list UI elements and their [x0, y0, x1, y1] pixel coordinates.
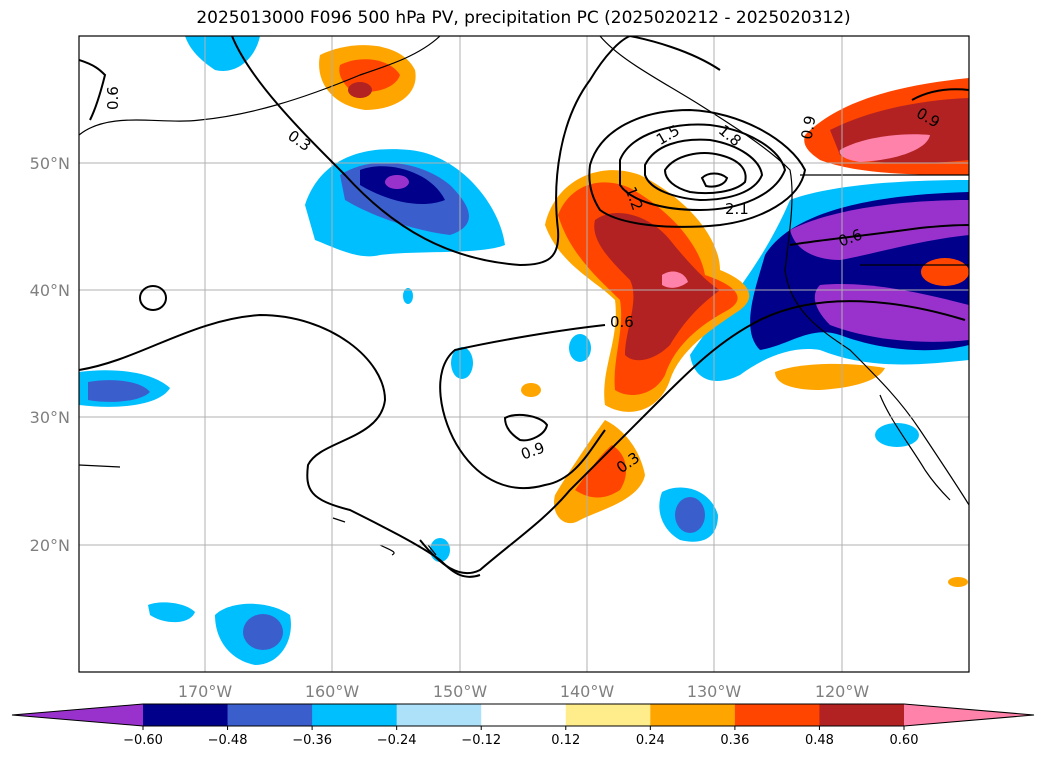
precip-positive-se [921, 258, 969, 286]
precip-positive-south-inner [575, 445, 627, 498]
y-tick-50n: 50°N [30, 154, 70, 173]
precip-positive-ne-peak [839, 134, 930, 162]
colorbar-tick-label: 0.24 [636, 733, 665, 748]
x-tick-130w: 130°W [687, 682, 742, 701]
pv-contour-0.6-inner [439, 324, 606, 490]
pv-contour-2.4 [700, 172, 729, 188]
precip-negative-west-inner [88, 380, 150, 402]
map-content: 0.3 0.3 0.6 0.6 0.6 0.9 0.9 0.9 1.2 1.5 … [79, 36, 969, 672]
precip-positive-main-core [594, 212, 720, 361]
colorbar-tick-label: −0.60 [123, 733, 163, 748]
pv-label-0.6c: 0.6 [104, 86, 122, 110]
colorbar-tick-label: −0.24 [377, 733, 417, 748]
colorbar-tick-label: 0.60 [890, 733, 919, 748]
pv-contours [79, 36, 969, 578]
colorbar-tick-label: 0.48 [805, 733, 834, 748]
pv-contour-0.6 [79, 313, 481, 578]
pv-contour-0.6-north [79, 59, 107, 121]
coastlines [79, 36, 969, 556]
y-tick-labels: 20°N 30°N 40°N 50°N [30, 154, 70, 555]
colorbar: −0.60 −0.48 −0.36 −0.24 −0.12 0.12 0.24 0.36 0.4… [11, 703, 1035, 748]
pv-contour-0.9 [503, 413, 549, 442]
colorbar-segment [650, 704, 736, 726]
precip-negative-sw-core [243, 614, 283, 650]
pv-contour-polar-low [139, 285, 167, 311]
colorbar-segment [312, 704, 398, 726]
colorbar-segment [143, 704, 229, 726]
colorbar-segment [734, 704, 820, 726]
pv-contour-1.5 [619, 123, 787, 212]
y-tick-30n: 30°N [30, 408, 70, 427]
colorbar-segment [227, 704, 313, 726]
gridlines [79, 36, 969, 672]
map-frame [78, 35, 970, 673]
precip-negative-small-5 [403, 288, 413, 304]
precip-negative-sw2 [148, 602, 195, 623]
precip-positive-baja [775, 363, 885, 390]
colorbar-extend-low [12, 704, 143, 726]
pv-contour-1.2 [588, 108, 807, 228]
pv-contour-0.3 [231, 36, 721, 267]
precip-negative-se-core [675, 497, 705, 533]
precip-negative-coast-core2 [814, 284, 969, 342]
colorbar-tick-label: 0.36 [720, 733, 749, 748]
precip-positive-main-peak [662, 271, 688, 288]
colorbar-segment [565, 704, 651, 726]
colorbar-segment [819, 704, 905, 726]
pv-contour-0.3-south [419, 300, 966, 575]
colorbar-extend-high [904, 704, 1034, 726]
x-tick-140w: 140°W [560, 682, 615, 701]
pv-label-0.9c: 0.9 [798, 114, 820, 141]
colorbar-segment [396, 704, 482, 726]
pv-contour-0.6-east [789, 224, 969, 246]
x-tick-labels: 170°W 160°W 150°W 140°W 130°W 120°W [178, 682, 870, 701]
pv-label-0.6: 0.6 [610, 313, 634, 331]
precip-negative-gulf-peak [385, 175, 409, 189]
precip-positive-north-core [348, 82, 372, 98]
x-tick-120w: 120°W [815, 682, 870, 701]
colorbar-segment [481, 704, 567, 726]
precip-negative-small-2 [569, 334, 591, 362]
x-tick-170w: 170°W [178, 682, 233, 701]
precip-negative-coast-core [790, 200, 969, 260]
y-tick-40n: 40°N [30, 281, 70, 300]
x-tick-160w: 160°W [305, 682, 360, 701]
x-tick-150w: 150°W [433, 682, 488, 701]
pv-contour-1.8 [644, 138, 764, 202]
colorbar-tick-label: 0.12 [551, 733, 580, 748]
precip-positive-small-1 [521, 383, 541, 397]
colorbar-tick-label: −0.12 [461, 733, 501, 748]
pv-label-2.1: 2.1 [725, 200, 749, 218]
pv-contour-0.9-ne [911, 88, 969, 101]
precip-negative-small-1 [451, 347, 473, 379]
colorbar-tick-label: −0.36 [292, 733, 332, 748]
colorbar-tick-label: −0.48 [208, 733, 248, 748]
precip-negative-small-3 [430, 538, 450, 562]
chart-title: 2025013000 F096 500 hPa PV, precipitatio… [196, 8, 851, 28]
y-tick-20n: 20°N [30, 536, 70, 555]
precip-positive-small-2 [948, 577, 968, 587]
precip-negative-small-4 [875, 423, 919, 447]
pv-contour-2.1 [663, 152, 747, 195]
precip-negative-pole [185, 36, 260, 71]
